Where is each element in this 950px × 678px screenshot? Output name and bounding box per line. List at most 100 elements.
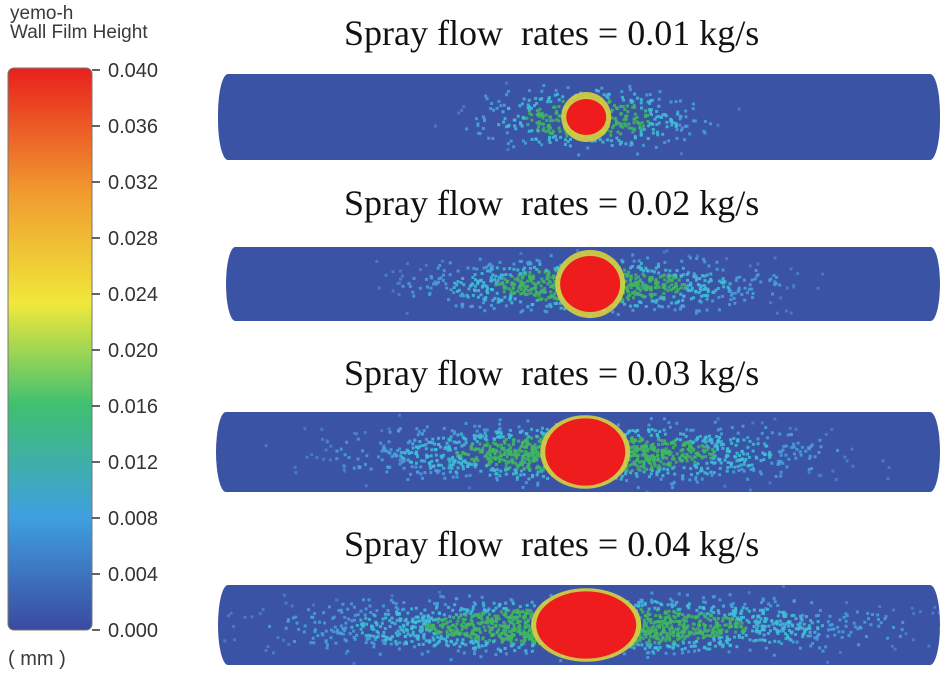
film-speckle <box>686 613 690 617</box>
film-speckle <box>844 624 848 628</box>
film-speckle <box>441 279 445 282</box>
film-speckle <box>539 444 543 448</box>
film-speckle <box>689 644 693 648</box>
film-speckle <box>499 457 503 461</box>
film-speckle <box>898 634 902 638</box>
film-speckle <box>497 604 501 608</box>
film-speckle <box>408 460 412 464</box>
film-speckle <box>720 635 724 639</box>
wall-film-plot-4 <box>223 585 940 665</box>
film-speckle <box>512 625 516 628</box>
film-speckle <box>653 464 657 468</box>
film-speckle <box>448 460 452 463</box>
film-speckle <box>522 473 526 477</box>
film-speckle <box>625 275 629 279</box>
film-speckle <box>548 303 552 307</box>
film-speckle <box>460 305 464 309</box>
film-speckle <box>784 637 788 641</box>
film-speckle <box>556 297 560 301</box>
film-speckle <box>464 441 468 445</box>
film-speckle <box>728 638 732 641</box>
film-speckle <box>403 451 407 455</box>
film-speckle <box>703 279 707 283</box>
film-speckle <box>473 462 477 466</box>
film-speckle <box>456 466 460 470</box>
film-speckle <box>697 612 701 616</box>
film-speckle <box>524 450 528 453</box>
film-speckle <box>539 439 543 443</box>
film-speckle <box>531 640 535 644</box>
film-speckle <box>834 478 838 482</box>
film-speckle <box>528 275 532 279</box>
film-speckle <box>497 428 501 432</box>
film-speckle <box>465 293 469 297</box>
film-speckle <box>487 462 491 466</box>
film-speckle <box>726 461 730 464</box>
film-speckle <box>399 451 403 455</box>
film-speckle <box>493 442 497 446</box>
film-speckle <box>623 272 627 276</box>
film-speckle <box>473 648 477 652</box>
film-speckle <box>682 294 686 298</box>
colorbar-tick-label: 0.028 <box>108 228 158 250</box>
film-speckle <box>529 614 533 618</box>
film-speckle <box>227 614 230 618</box>
film-speckle <box>727 290 731 293</box>
film-speckle <box>505 93 508 97</box>
film-speckle <box>710 441 714 445</box>
film-speckle <box>479 469 483 473</box>
film-speckle <box>493 456 497 460</box>
film-speckle <box>781 448 785 452</box>
film-speckle <box>425 453 429 457</box>
film-speckle <box>423 471 427 475</box>
film-speckle <box>551 276 555 280</box>
film-speckle <box>522 635 526 638</box>
film-speckle <box>797 627 801 630</box>
film-speckle <box>503 117 507 121</box>
film-speckle <box>437 629 440 633</box>
film-speckle <box>840 636 844 639</box>
film-speckle <box>662 250 666 254</box>
film-speckle <box>713 420 717 424</box>
film-speckle <box>434 448 438 451</box>
film-speckle <box>634 472 638 476</box>
film-speckle <box>712 456 716 460</box>
film-speckle <box>525 603 529 607</box>
film-speckle <box>633 290 637 294</box>
film-speckle <box>408 284 412 288</box>
film-speckle <box>436 463 440 467</box>
film-speckle <box>687 641 691 644</box>
film-speckle <box>464 461 468 464</box>
film-speckle <box>736 621 740 625</box>
film-speckle <box>651 122 655 126</box>
film-speckle <box>657 121 661 125</box>
film-speckle <box>607 101 611 105</box>
film-speckle <box>630 462 634 466</box>
film-speckle <box>772 626 776 630</box>
film-speckle <box>656 283 660 287</box>
film-speckle <box>646 447 650 451</box>
film-speckle <box>471 641 475 645</box>
film-speckle <box>538 107 542 111</box>
film-speckle <box>845 614 849 618</box>
film-speckle <box>316 634 320 638</box>
film-speckle <box>429 274 433 278</box>
film-speckle <box>553 279 557 283</box>
film-speckle <box>657 607 660 611</box>
film-speckle <box>602 93 606 97</box>
film-speckle <box>679 631 683 635</box>
film-speckle <box>307 608 311 612</box>
film-speckle <box>521 632 525 635</box>
film-speckle <box>686 278 690 282</box>
film-speckle <box>650 269 654 273</box>
film-speckle <box>535 268 539 271</box>
film-speckle <box>627 283 631 287</box>
film-speckle <box>418 628 422 632</box>
film-speckle <box>452 633 456 637</box>
film-speckle <box>500 631 504 635</box>
film-speckle <box>645 93 649 97</box>
film-speckle <box>778 450 781 454</box>
film-speckle <box>775 622 779 626</box>
film-speckle <box>778 629 782 633</box>
film-speckle <box>364 616 368 620</box>
